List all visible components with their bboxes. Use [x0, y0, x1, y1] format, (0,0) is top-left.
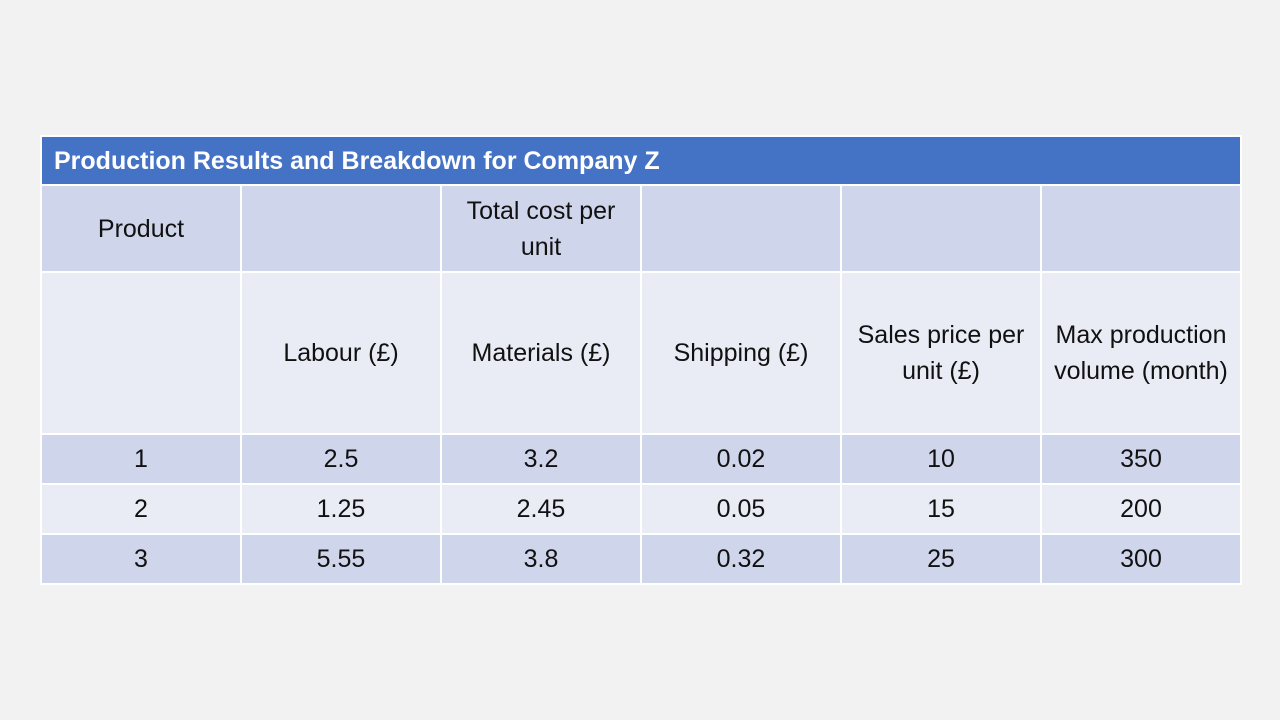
cell-sales-price: 15 — [840, 483, 1042, 535]
cell-materials: 3.8 — [440, 533, 642, 585]
cell-labour: 1.25 — [240, 483, 442, 535]
header-row-2: Labour (£) Materials (£) Shipping (£) Sa… — [40, 271, 1243, 435]
header-empty-cell — [40, 271, 242, 435]
header-empty-cell — [240, 184, 442, 273]
header-empty-cell — [640, 184, 842, 273]
table-row: 1 2.5 3.2 0.02 10 350 — [40, 433, 1243, 485]
cell-sales-price: 10 — [840, 433, 1042, 485]
header-shipping: Shipping (£) — [640, 271, 842, 435]
header-row-1: Product Total cost per unit — [40, 184, 1243, 273]
header-labour: Labour (£) — [240, 271, 442, 435]
table-title: Production Results and Breakdown for Com… — [39, 135, 1243, 186]
cell-max-volume: 200 — [1039, 483, 1243, 535]
header-product: Product — [40, 184, 242, 273]
header-max-production-volume: Max production volume (month) — [1039, 271, 1243, 435]
header-total-cost-per-unit: Total cost per unit — [440, 184, 642, 273]
cell-max-volume: 300 — [1039, 533, 1243, 585]
header-empty-cell — [840, 184, 1042, 273]
cell-shipping: 0.32 — [640, 533, 842, 585]
cell-shipping: 0.05 — [640, 483, 842, 535]
cell-materials: 3.2 — [440, 433, 642, 485]
cell-materials: 2.45 — [440, 483, 642, 535]
cell-labour: 5.55 — [240, 533, 442, 585]
production-results-table: Production Results and Breakdown for Com… — [39, 135, 1243, 585]
cell-product: 2 — [40, 483, 242, 535]
cell-shipping: 0.02 — [640, 433, 842, 485]
cell-product: 3 — [40, 533, 242, 585]
table-row: 2 1.25 2.45 0.05 15 200 — [40, 483, 1243, 535]
header-sales-price: Sales price per unit (£) — [840, 271, 1042, 435]
table-row: 3 5.55 3.8 0.32 25 300 — [40, 533, 1243, 585]
table-title-row: Production Results and Breakdown for Com… — [39, 135, 1243, 186]
header-materials: Materials (£) — [440, 271, 642, 435]
header-empty-cell — [1039, 184, 1243, 273]
cell-sales-price: 25 — [840, 533, 1042, 585]
cell-labour: 2.5 — [240, 433, 442, 485]
cell-product: 1 — [40, 433, 242, 485]
cell-max-volume: 350 — [1039, 433, 1243, 485]
